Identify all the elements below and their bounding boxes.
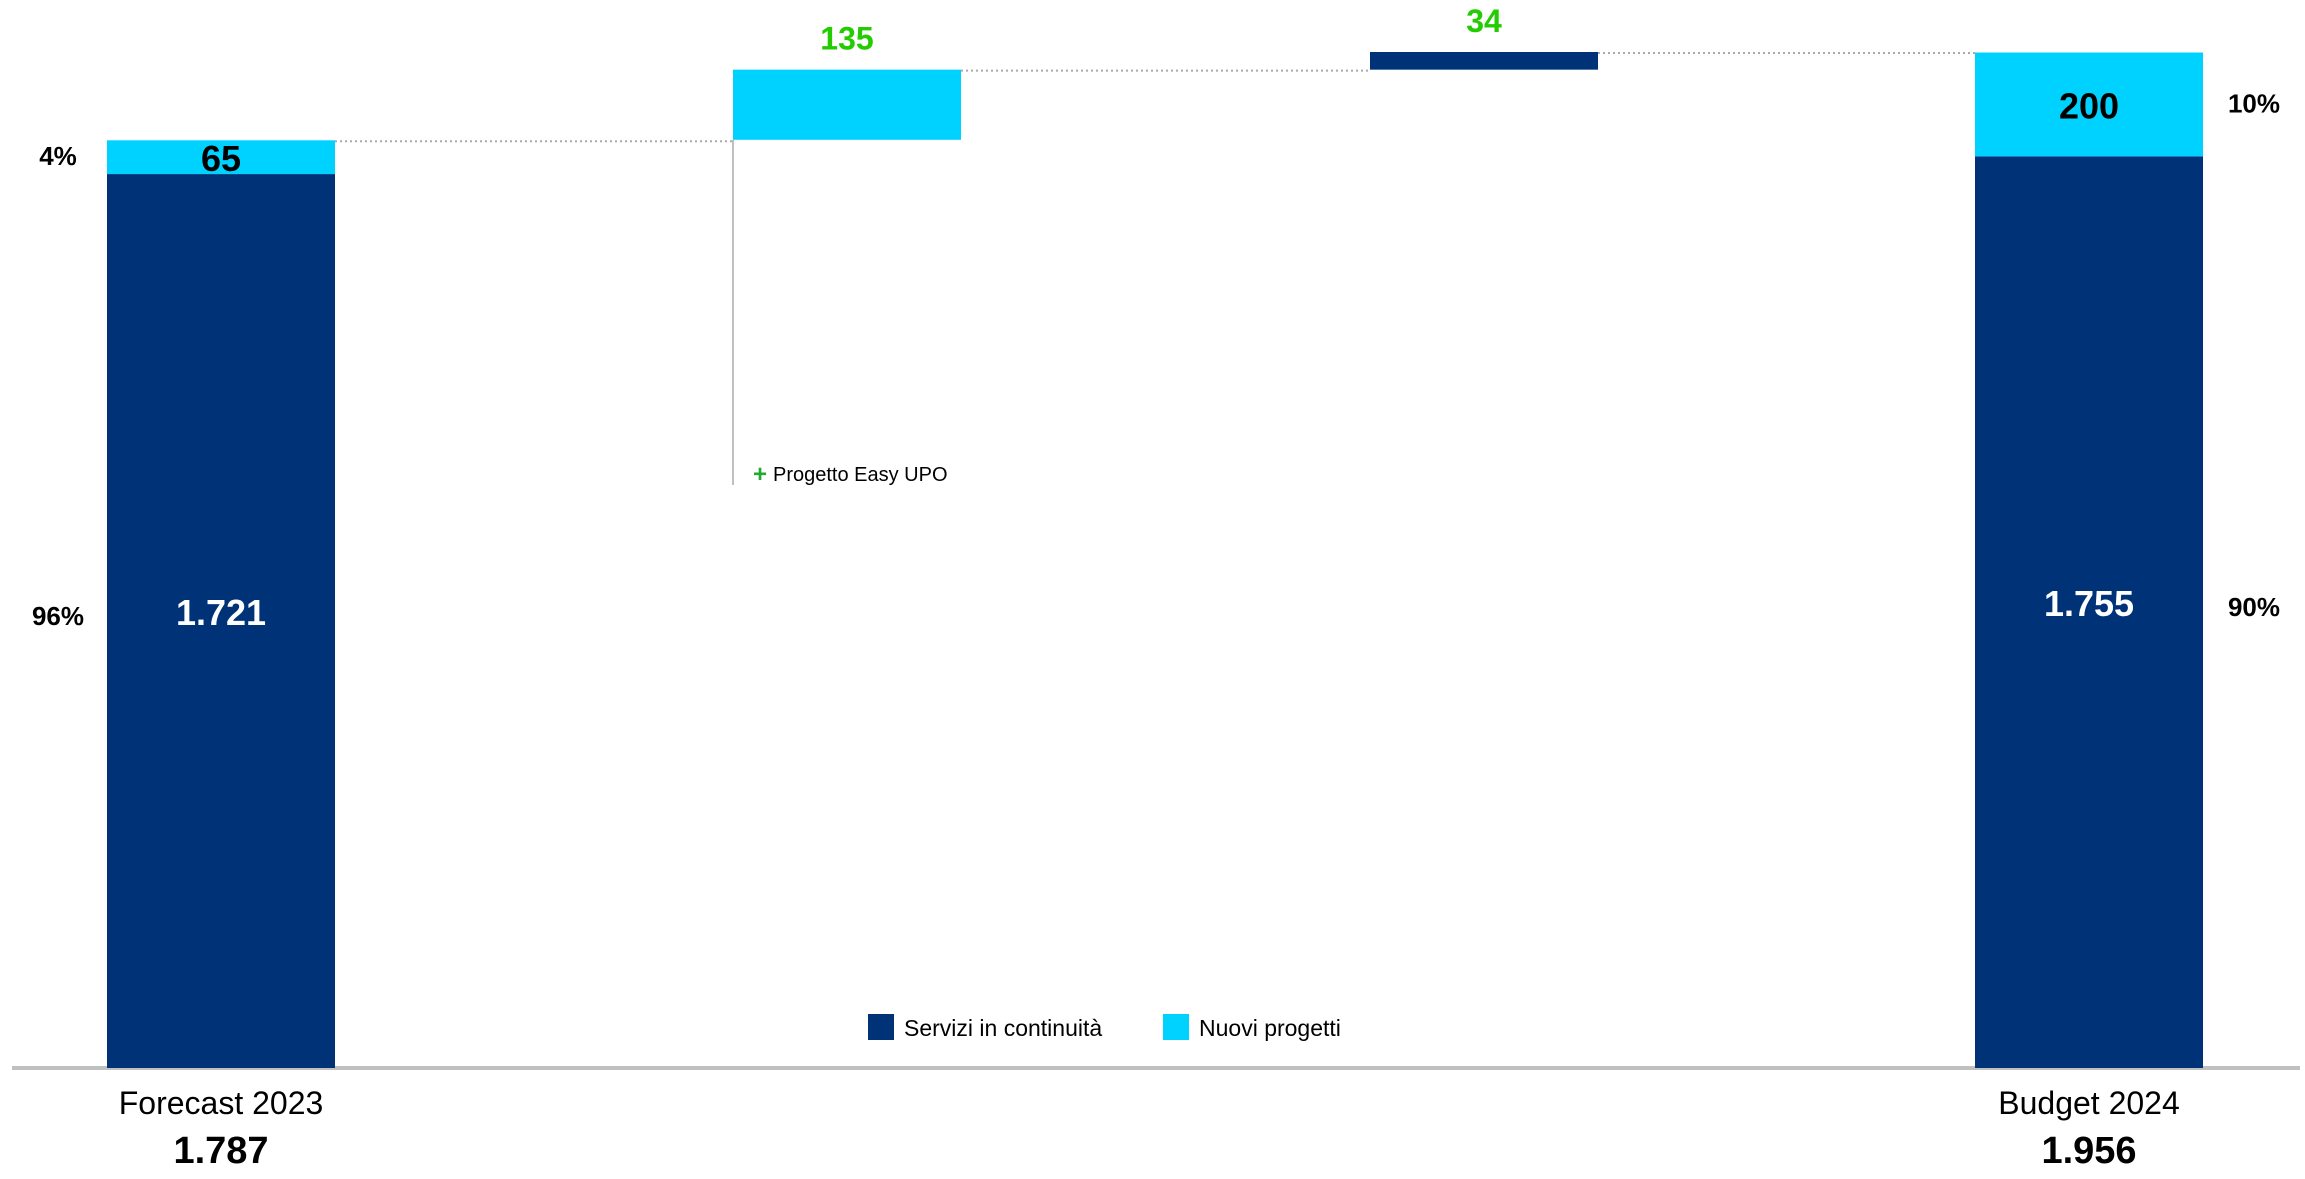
bar-1-percent-2: 4% bbox=[39, 141, 77, 171]
bar-4-segment-1-label: 1.755 bbox=[2044, 583, 2134, 624]
total-label-4: 1.956 bbox=[2041, 1130, 2136, 1172]
bar-4-percent-1: 90% bbox=[2228, 592, 2280, 622]
category-label-4: Budget 2024 bbox=[1998, 1085, 2180, 1121]
bar-1-percent-1: 96% bbox=[32, 601, 84, 631]
delta-bar-2 bbox=[733, 69, 961, 140]
delta-label-2: 135 bbox=[820, 21, 873, 57]
legend-swatch-2 bbox=[1163, 1014, 1189, 1040]
legend-label-1: Servizi in continuità bbox=[904, 1015, 1102, 1041]
delta-label-3: 34 bbox=[1466, 3, 1502, 39]
legend-label-2: Nuovi progetti bbox=[1199, 1015, 1341, 1041]
bar-4-segment-2 bbox=[1975, 52, 2203, 157]
annotation-plus-sign: + bbox=[753, 461, 767, 488]
annotation-text: Progetto Easy UPO bbox=[773, 464, 948, 486]
legend-swatch-1 bbox=[868, 1014, 894, 1040]
bar-4-segment-1 bbox=[1975, 156, 2203, 1068]
bar-4-segment-2-label: 200 bbox=[2059, 85, 2119, 126]
category-label-1: Forecast 2023 bbox=[119, 1085, 324, 1121]
bar-1-segment-1-label: 1.721 bbox=[176, 592, 266, 633]
bar-1-segment-2 bbox=[107, 140, 335, 175]
bar-1-segment-2-label: 65 bbox=[201, 138, 241, 179]
bar-4-percent-2: 10% bbox=[2228, 88, 2280, 118]
total-label-1: 1.787 bbox=[173, 1130, 268, 1172]
bar-1-segment-1 bbox=[107, 174, 335, 1069]
delta-bar-3 bbox=[1370, 52, 1598, 70]
